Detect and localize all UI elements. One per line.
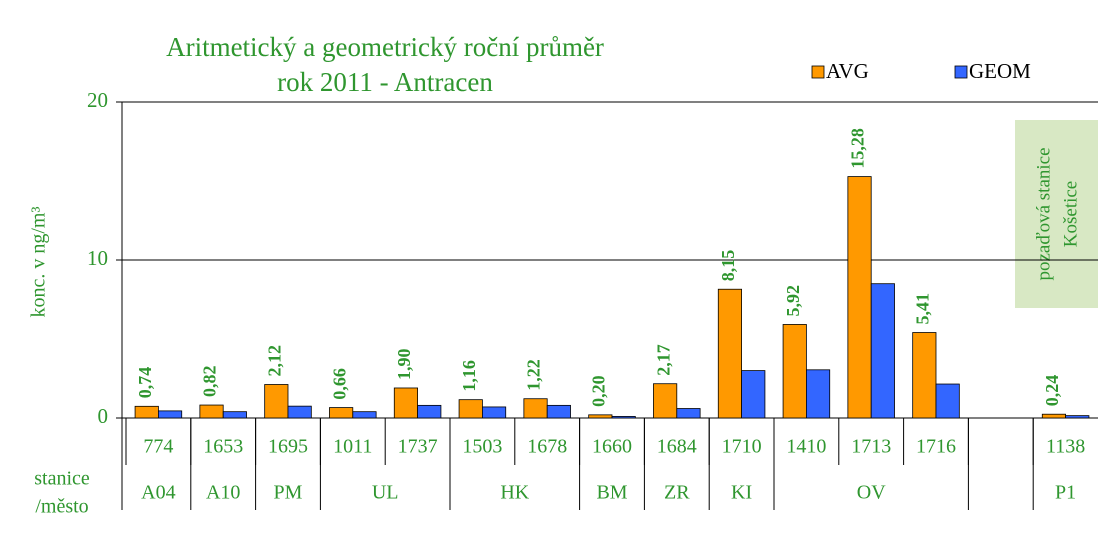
group-label: P1 <box>1055 482 1076 504</box>
y-axis-label: konc. v ng/m³ <box>28 207 50 318</box>
bar <box>717 288 742 419</box>
x-tick-label: 1503 <box>462 436 502 458</box>
bar <box>458 399 483 419</box>
legend-label: GEOM <box>969 59 1031 83</box>
legend-swatch <box>811 65 825 79</box>
bar <box>393 387 419 419</box>
bar <box>352 411 377 419</box>
x-tick-label: 1710 <box>722 436 762 458</box>
x-tick-label: 1410 <box>786 436 826 458</box>
annotation-box <box>1015 120 1098 308</box>
value-label: 15,28 <box>848 128 868 169</box>
bar <box>157 410 183 419</box>
bar <box>264 384 289 419</box>
value-label: 0,74 <box>135 367 155 399</box>
value-label: 0,82 <box>200 366 220 398</box>
x-tick-label: 1011 <box>333 436 372 458</box>
y-tick-label: 20 <box>87 88 108 112</box>
x-tick-label: 1678 <box>527 436 567 458</box>
bar <box>782 324 807 419</box>
group-label: ZR <box>664 482 690 504</box>
bar <box>1041 413 1066 419</box>
group-label: A10 <box>206 482 240 504</box>
bar <box>1065 415 1090 419</box>
bar <box>611 416 636 419</box>
value-label: 5,92 <box>783 285 803 317</box>
legend-swatch <box>954 65 968 79</box>
x-tick-label: 1138 <box>1046 436 1085 458</box>
annotation: pozaďová stanice <box>1033 147 1054 280</box>
bar <box>676 408 701 419</box>
x-tick-label: 1695 <box>268 436 308 458</box>
bar <box>653 383 678 419</box>
chart-subtitle: rok 2011 - Antracen <box>277 67 493 97</box>
value-label: 0,66 <box>329 368 349 400</box>
value-label: 0,20 <box>588 375 608 407</box>
bar <box>912 332 937 419</box>
group-label: UL <box>372 482 399 504</box>
value-label: 0,24 <box>1042 375 1062 407</box>
annotation: Košetice <box>1060 181 1081 247</box>
x-tick-label: 1660 <box>592 436 632 458</box>
bar <box>588 414 613 419</box>
bar <box>847 176 872 419</box>
x-tick-label: 1713 <box>851 436 891 458</box>
group-label: HK <box>500 482 529 504</box>
value-label: 2,12 <box>264 345 284 377</box>
group-label: KI <box>731 482 752 504</box>
x-tick-label: 1716 <box>916 436 956 458</box>
bar <box>329 407 354 419</box>
bar <box>481 406 507 419</box>
group-label: OV <box>857 482 886 504</box>
bar <box>935 383 960 419</box>
group-label: BM <box>596 482 627 504</box>
value-label: 5,41 <box>912 293 932 325</box>
value-label: 2,17 <box>653 344 673 376</box>
value-label: 1,22 <box>524 359 544 391</box>
value-label: 8,15 <box>718 250 738 282</box>
x-tick-label: 1653 <box>203 436 243 458</box>
legend-label: AVG <box>826 59 869 83</box>
bar <box>287 405 312 419</box>
value-label: 1,16 <box>459 360 479 392</box>
x-tick-label: 774 <box>143 436 173 458</box>
x-tick-label: 1684 <box>657 436 697 458</box>
value-label: 1,90 <box>394 348 414 380</box>
bar <box>741 370 766 419</box>
chart-title: Aritmetický a geometrický roční průměr <box>166 32 604 62</box>
bar <box>546 404 571 419</box>
group-label: A04 <box>141 482 175 504</box>
y-tick-label: 10 <box>87 246 108 270</box>
x-axis-label: stanice <box>34 468 90 490</box>
bar <box>222 411 247 419</box>
y-tick-label: 0 <box>98 404 109 428</box>
bar <box>199 404 224 419</box>
bar <box>417 404 442 419</box>
group-label: PM <box>274 482 303 504</box>
bar <box>134 405 159 419</box>
bar <box>806 369 831 419</box>
x-tick-label: 1737 <box>398 436 438 458</box>
bar <box>523 398 548 419</box>
bar <box>870 283 895 419</box>
x-axis-label: /město <box>35 496 88 518</box>
